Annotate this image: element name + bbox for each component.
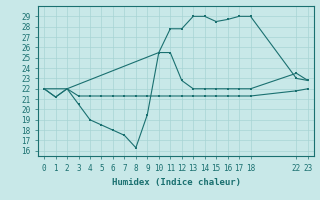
X-axis label: Humidex (Indice chaleur): Humidex (Indice chaleur) [111,178,241,187]
